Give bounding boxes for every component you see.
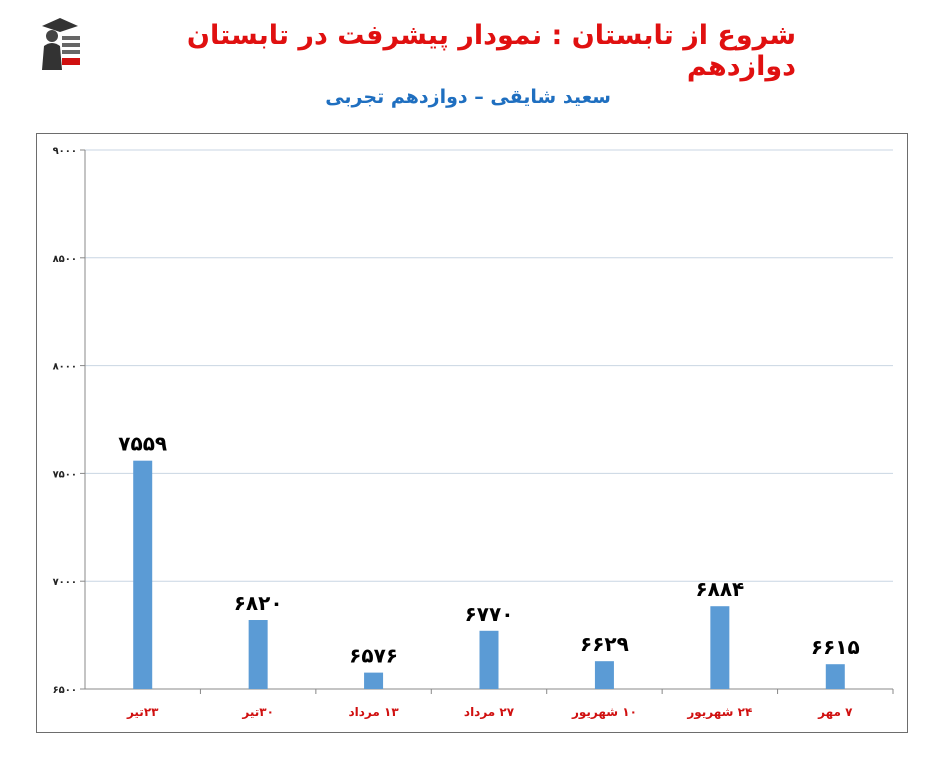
y-tick-label: ۷۵۰۰: [53, 469, 77, 480]
bar: [825, 664, 845, 689]
bar: [594, 661, 614, 689]
bar: [479, 630, 499, 689]
x-tick-label: ۲۴ شهریور: [686, 705, 752, 720]
data-label: ۶۷۷۰: [465, 602, 514, 626]
y-tick-label: ۶۵۰۰: [53, 685, 77, 696]
bar: [248, 620, 268, 689]
x-tick-label: ۱۰ شهریور: [571, 705, 637, 720]
y-tick-label: ۹۰۰۰: [53, 146, 77, 157]
data-label: ۶۸۲۰: [234, 591, 283, 615]
data-label: ۶۸۸۴: [695, 577, 744, 601]
y-tick-label: ۸۵۰۰: [53, 254, 77, 265]
chart-frame: ۶۵۰۰ ۷۰۰۰ ۷۵۰۰ ۸۰۰۰ ۸۵۰۰ ۹۰۰۰ ۷۵۵۹ ۲۳تیر ۶۸۲۰ ۳۰ت…: [36, 133, 908, 733]
data-label: ۶۶۱۵: [811, 635, 860, 659]
bar: [364, 672, 384, 689]
chart-subtitle: سعید شایقی – دوازدهم تجربی: [325, 86, 611, 108]
y-tick-label: ۷۰۰۰: [53, 577, 77, 588]
bar-chart: ۶۵۰۰ ۷۰۰۰ ۷۵۰۰ ۸۰۰۰ ۸۵۰۰ ۹۰۰۰ ۷۵۵۹ ۲۳تیر ۶۸۲۰ ۳۰ت…: [53, 146, 894, 720]
x-tick-label: ۲۷ مرداد: [464, 705, 515, 719]
data-label: ۷۵۵۹: [118, 432, 167, 456]
data-label: ۶۶۲۹: [580, 632, 629, 656]
graduate-logo-icon: [38, 14, 82, 72]
y-tick-label: ۸۰۰۰: [53, 362, 77, 373]
bar: [710, 606, 730, 689]
x-tick-label: ۳۰تیر: [241, 705, 274, 719]
chart-title: شروع از تابستان : نمودار پیشرفت در تابست…: [186, 20, 796, 82]
x-tick-label: ۲۳تیر: [126, 705, 159, 719]
x-tick-label: ۱۳ مرداد: [348, 705, 399, 719]
data-label: ۶۵۷۶: [349, 644, 398, 668]
bar: [133, 460, 153, 689]
x-tick-label: ۷ مهر: [817, 705, 853, 719]
